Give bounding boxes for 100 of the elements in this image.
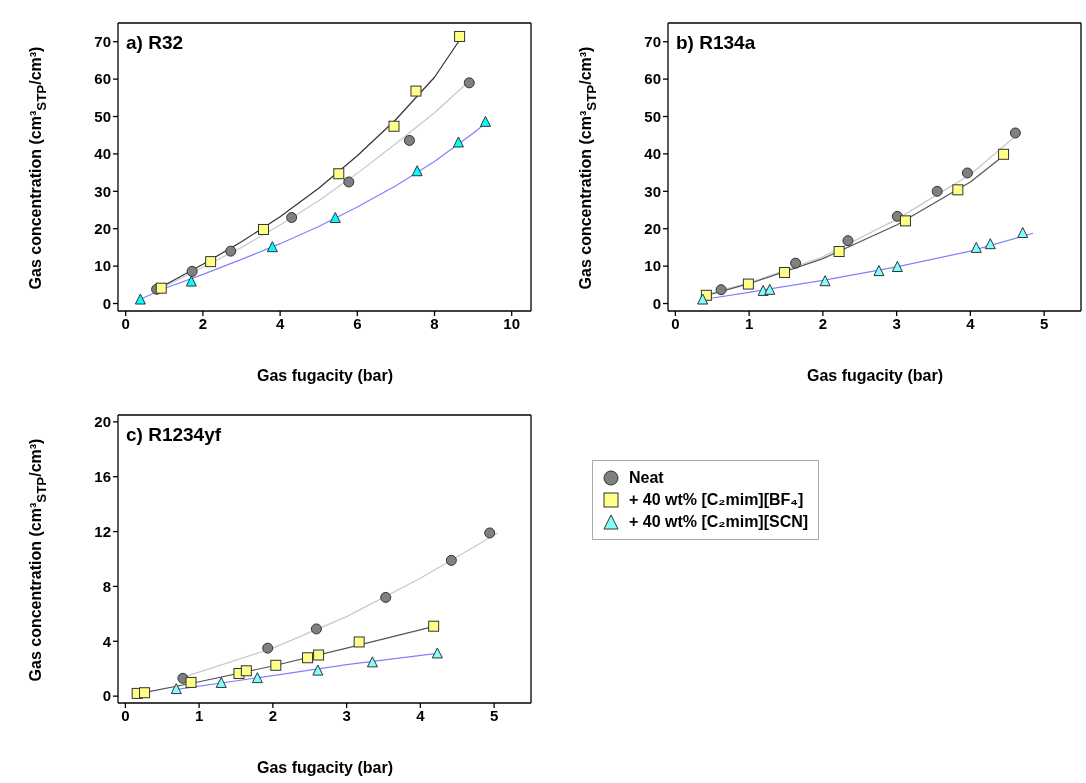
point bbox=[790, 257, 802, 269]
point bbox=[764, 283, 776, 295]
point bbox=[353, 636, 365, 648]
text: a) R32 bbox=[126, 32, 184, 54]
point bbox=[313, 649, 325, 661]
x-tick-label: 2 bbox=[268, 706, 278, 724]
point bbox=[445, 554, 457, 566]
y-tick-label: 20 bbox=[644, 220, 661, 238]
x-axis-title: Gas fugacity (bar) bbox=[806, 367, 944, 385]
x-tick-label: 0 bbox=[121, 314, 130, 332]
y-tick-label: 8 bbox=[102, 577, 111, 595]
point bbox=[343, 176, 355, 188]
x-tick-label: 0 bbox=[671, 314, 680, 332]
point bbox=[286, 211, 298, 223]
y-tick-label: 10 bbox=[94, 257, 111, 275]
point bbox=[185, 275, 197, 287]
point bbox=[333, 168, 345, 180]
x-tick-label: 10 bbox=[503, 314, 521, 332]
y-tick-label: 50 bbox=[94, 107, 111, 125]
text: c) R1234yf bbox=[126, 424, 222, 446]
y-tick-label: 20 bbox=[94, 413, 111, 431]
y-tick-label: 0 bbox=[652, 294, 661, 312]
point bbox=[697, 293, 709, 305]
point bbox=[899, 215, 911, 227]
point bbox=[205, 256, 217, 268]
point bbox=[266, 241, 278, 253]
point bbox=[403, 134, 415, 146]
legend-label: + 40 wt% [C₂mim][SCN] bbox=[629, 512, 809, 532]
point bbox=[258, 223, 270, 235]
point bbox=[270, 659, 282, 671]
point bbox=[302, 652, 314, 664]
legend-label: Neat bbox=[629, 468, 664, 488]
point bbox=[366, 656, 378, 668]
point bbox=[961, 167, 973, 179]
point bbox=[251, 672, 263, 684]
point bbox=[484, 527, 496, 539]
x-tick-label: 6 bbox=[353, 314, 362, 332]
x-tick-label: 2 bbox=[818, 314, 828, 332]
point bbox=[1017, 226, 1029, 238]
point bbox=[931, 185, 943, 197]
point bbox=[215, 676, 227, 688]
point bbox=[134, 293, 146, 305]
point bbox=[410, 85, 422, 97]
y-tick-label: 70 bbox=[94, 33, 111, 51]
y-tick-label: 0 bbox=[102, 687, 111, 705]
x-tick-label: 3 bbox=[342, 706, 351, 724]
point bbox=[262, 642, 274, 654]
x-tick-label: 4 bbox=[275, 314, 285, 332]
legend-label: + 40 wt% [C₂mim][BF₄] bbox=[629, 490, 804, 510]
x-tick-label: 5 bbox=[1039, 314, 1049, 332]
point bbox=[984, 238, 996, 250]
point bbox=[388, 120, 400, 132]
point bbox=[312, 664, 324, 676]
point bbox=[240, 665, 252, 677]
point bbox=[186, 265, 198, 277]
point bbox=[139, 687, 151, 699]
point bbox=[170, 683, 182, 695]
point bbox=[380, 591, 392, 603]
y-tick-label: 70 bbox=[644, 33, 661, 51]
y-tick-label: 60 bbox=[644, 70, 661, 88]
point bbox=[454, 30, 466, 42]
point bbox=[310, 623, 322, 635]
point bbox=[715, 284, 727, 296]
point bbox=[329, 211, 341, 223]
x-tick-label: 1 bbox=[744, 314, 754, 332]
point bbox=[1009, 127, 1021, 139]
x-tick-label: 2 bbox=[198, 314, 208, 332]
y-tick-label: 50 bbox=[644, 107, 661, 125]
point bbox=[225, 245, 237, 257]
y-tick-label: 30 bbox=[644, 182, 661, 200]
point bbox=[431, 647, 443, 659]
y-tick-label: 20 bbox=[94, 220, 111, 238]
point bbox=[411, 165, 423, 177]
y-tick-label: 12 bbox=[94, 522, 111, 540]
y-tick-label: 16 bbox=[94, 468, 111, 486]
y-tick-label: 40 bbox=[644, 145, 661, 163]
y-tick-label: 40 bbox=[94, 145, 111, 163]
point bbox=[185, 676, 197, 688]
point bbox=[742, 278, 754, 290]
x-tick-label: 0 bbox=[121, 706, 130, 724]
point bbox=[155, 282, 167, 294]
y-tick-label: 10 bbox=[644, 257, 661, 275]
point bbox=[873, 265, 885, 277]
x-tick-label: 5 bbox=[489, 706, 499, 724]
point bbox=[819, 275, 831, 287]
point bbox=[952, 184, 964, 196]
y-tick-label: 30 bbox=[94, 182, 111, 200]
y-tick-label: 60 bbox=[94, 70, 111, 88]
text: b) R134a bbox=[676, 32, 756, 54]
point bbox=[463, 77, 475, 89]
point bbox=[428, 620, 440, 632]
x-tick-label: 3 bbox=[892, 314, 901, 332]
x-axis-title: Gas fugacity (bar) bbox=[256, 759, 394, 777]
point bbox=[998, 148, 1010, 160]
x-tick-label: 4 bbox=[416, 706, 426, 724]
point bbox=[833, 246, 845, 258]
point bbox=[842, 235, 854, 247]
x-axis-title: Gas fugacity (bar) bbox=[256, 367, 394, 385]
point bbox=[452, 136, 464, 148]
point bbox=[891, 260, 903, 272]
